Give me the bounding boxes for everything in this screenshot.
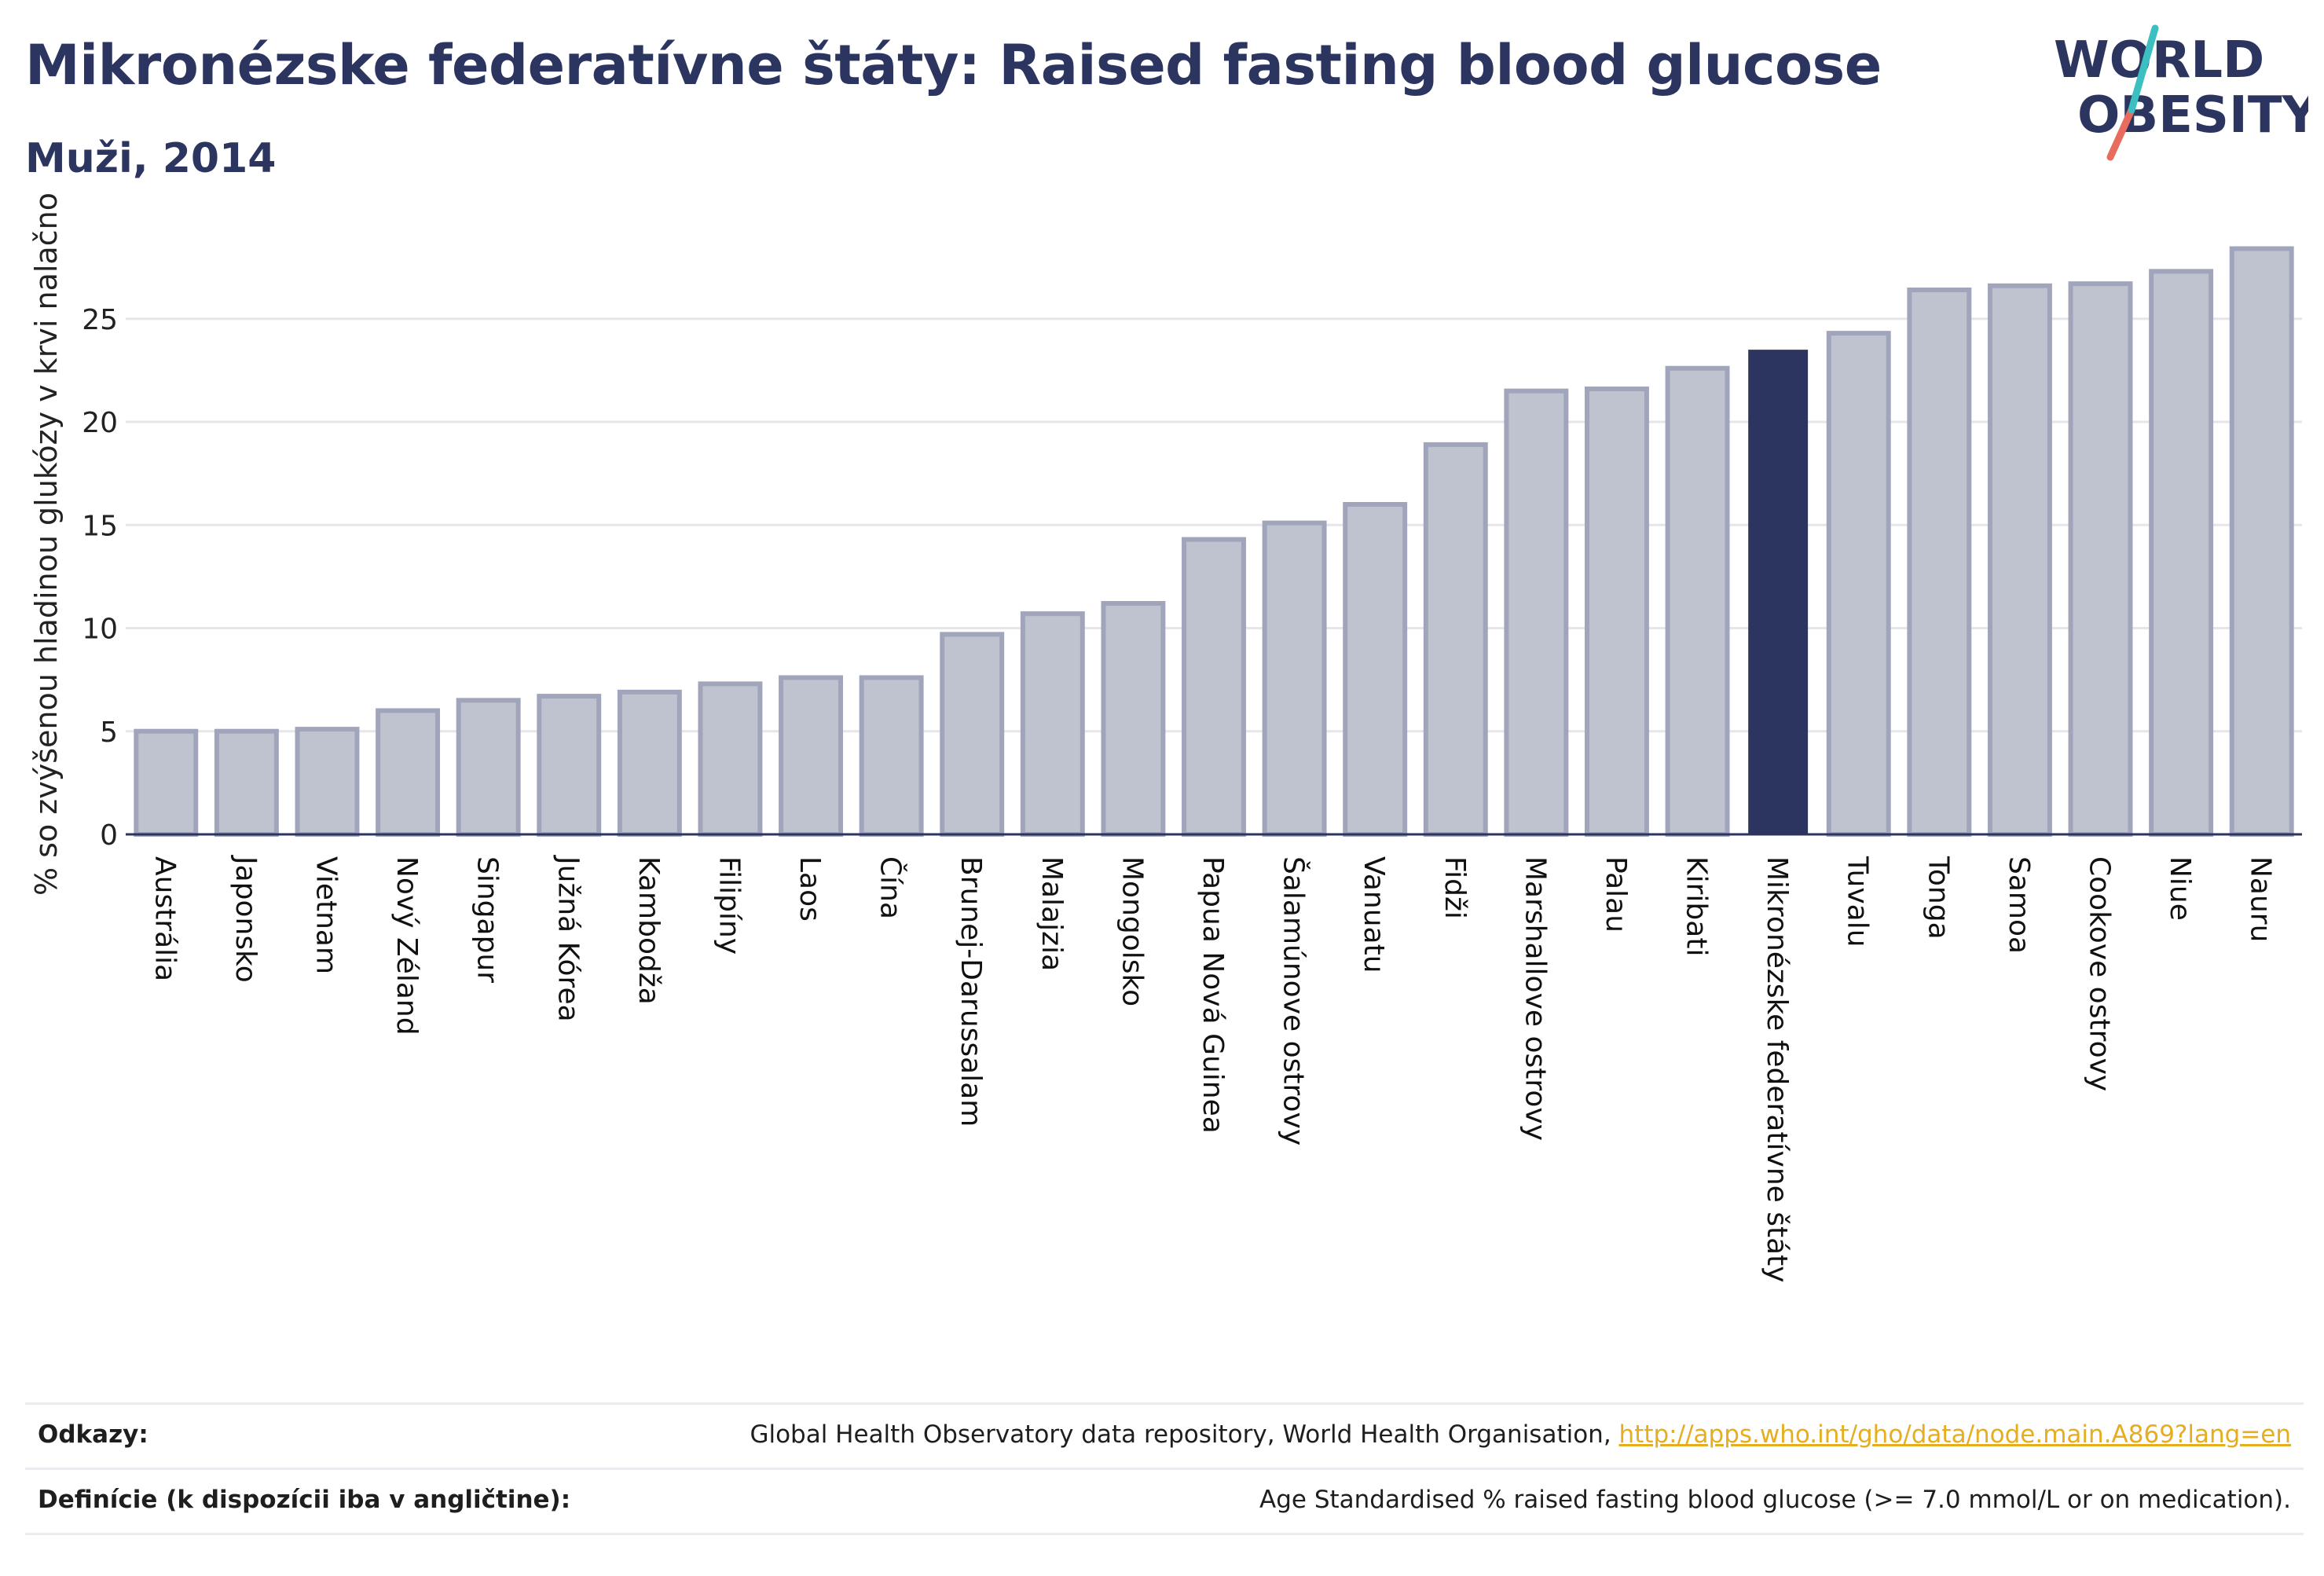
bar: [1907, 288, 1972, 837]
bar: [1182, 537, 1246, 837]
x-tick-label: Marshallove ostrovy: [1519, 856, 1551, 1141]
x-tick-label: Nový Zéland: [390, 856, 423, 1035]
y-tick-label: 5: [100, 717, 118, 749]
x-tick-label: Šalamúnove ostrovy: [1277, 856, 1310, 1145]
x-tick-label: Južná Kórea: [552, 855, 584, 1022]
sources-link[interactable]: http://apps.who.int/gho/data/node.main.A…: [1618, 1420, 2291, 1449]
bar: [2229, 246, 2294, 837]
bar: [2149, 269, 2214, 837]
bar: [1020, 611, 1085, 837]
bar: [1343, 502, 1408, 837]
bar: [1665, 365, 1730, 837]
bar: [1987, 283, 2052, 837]
bar: [376, 708, 441, 837]
definitions-label: Definície (k dispozícii iba v angličtine…: [38, 1486, 571, 1514]
x-tick-label: Čína: [874, 856, 907, 919]
x-tick-label: Kiribati: [1681, 856, 1713, 956]
y-axis-label: % so zvýšenou hladinou glukózy v krvi na…: [29, 192, 64, 896]
bar: [214, 728, 279, 837]
x-tick-label: Cookove ostrovy: [2084, 856, 2116, 1091]
bar: [1748, 350, 1809, 834]
bar: [134, 728, 199, 837]
bar: [456, 698, 521, 837]
sources-value: Global Health Observatory data repositor…: [750, 1420, 2291, 1449]
y-tick-label: 15: [82, 510, 118, 542]
x-tick-label: Palau: [1600, 856, 1632, 933]
bar: [859, 675, 924, 837]
bar: [1262, 520, 1327, 837]
x-tick-label: Mongolsko: [1116, 856, 1148, 1006]
bar: [1585, 387, 1649, 837]
x-tick-label: Samoa: [2003, 856, 2035, 954]
y-tick-label: 20: [82, 407, 118, 439]
x-tick-label: Kambodža: [632, 856, 665, 1005]
x-tick-label: Papua Nová Guinea: [1197, 856, 1229, 1134]
x-tick-label: Niue: [2164, 856, 2196, 921]
sources-label: Odkazy:: [38, 1420, 148, 1449]
x-tick-label: Tonga: [1922, 856, 1954, 940]
x-tick-label: Brunej-Darussalam: [955, 856, 987, 1127]
y-tick-label: 10: [82, 614, 118, 646]
bar: [1504, 388, 1569, 837]
logo-line2: OBESITY: [2077, 86, 2308, 145]
definitions-value: Age Standardised % raised fasting blood …: [1259, 1486, 2291, 1514]
x-tick-label: Japonsko: [229, 855, 262, 983]
x-tick-labels: Austrália Japonsko Vietnam Nový Zéland Singa…: [148, 855, 2276, 1283]
bar: [1101, 601, 1166, 837]
sources-row: Odkazy: Global Health Observatory data r…: [25, 1402, 2304, 1468]
bar: [1423, 442, 1488, 837]
x-tick-label: Singapur: [471, 856, 504, 983]
x-tick-label: Laos: [794, 856, 826, 922]
y-tick-label: 0: [100, 819, 118, 852]
bar: [295, 727, 360, 837]
x-tick-label: Fidži: [1439, 856, 1471, 919]
x-tick-label: Tuvalu: [1842, 856, 1874, 947]
bar: [537, 694, 602, 837]
y-tick-labels: 0 5 10 15 20 25: [82, 304, 118, 852]
sources-text: Global Health Observatory data repositor…: [750, 1420, 1619, 1449]
bars: [134, 246, 2294, 837]
x-tick-label: Vanuatu: [1358, 856, 1390, 973]
x-tick-label: Malajzia: [1036, 856, 1068, 971]
x-tick-label: Filipíny: [713, 856, 745, 955]
bar: [698, 681, 763, 837]
x-tick-label: Austrália: [148, 856, 181, 981]
x-tick-label: Vietnam: [310, 856, 342, 974]
chart-title: Mikronézske federatívne štáty: Raised fa…: [25, 33, 1882, 97]
y-tick-label: 25: [82, 304, 118, 336]
bar: [940, 632, 1005, 837]
logo-line1: WORLD: [2054, 31, 2264, 90]
x-tick-label: Mikronézske federatívne štáty: [1761, 856, 1793, 1283]
bar: [1826, 331, 1891, 837]
bar: [779, 675, 843, 837]
bar-chart: 0 5 10 15 20 25 Austrália Japonsko Vietnam Nový …: [29, 192, 2302, 1283]
bar: [617, 689, 682, 837]
bar: [2068, 281, 2133, 837]
world-obesity-logo: WORLD OBESITY: [2054, 24, 2308, 161]
chart-subtitle: Muži, 2014: [25, 135, 277, 182]
definitions-row: Definície (k dispozícii iba v angličtine…: [25, 1468, 2304, 1535]
x-tick-label: Nauru: [2245, 856, 2277, 942]
